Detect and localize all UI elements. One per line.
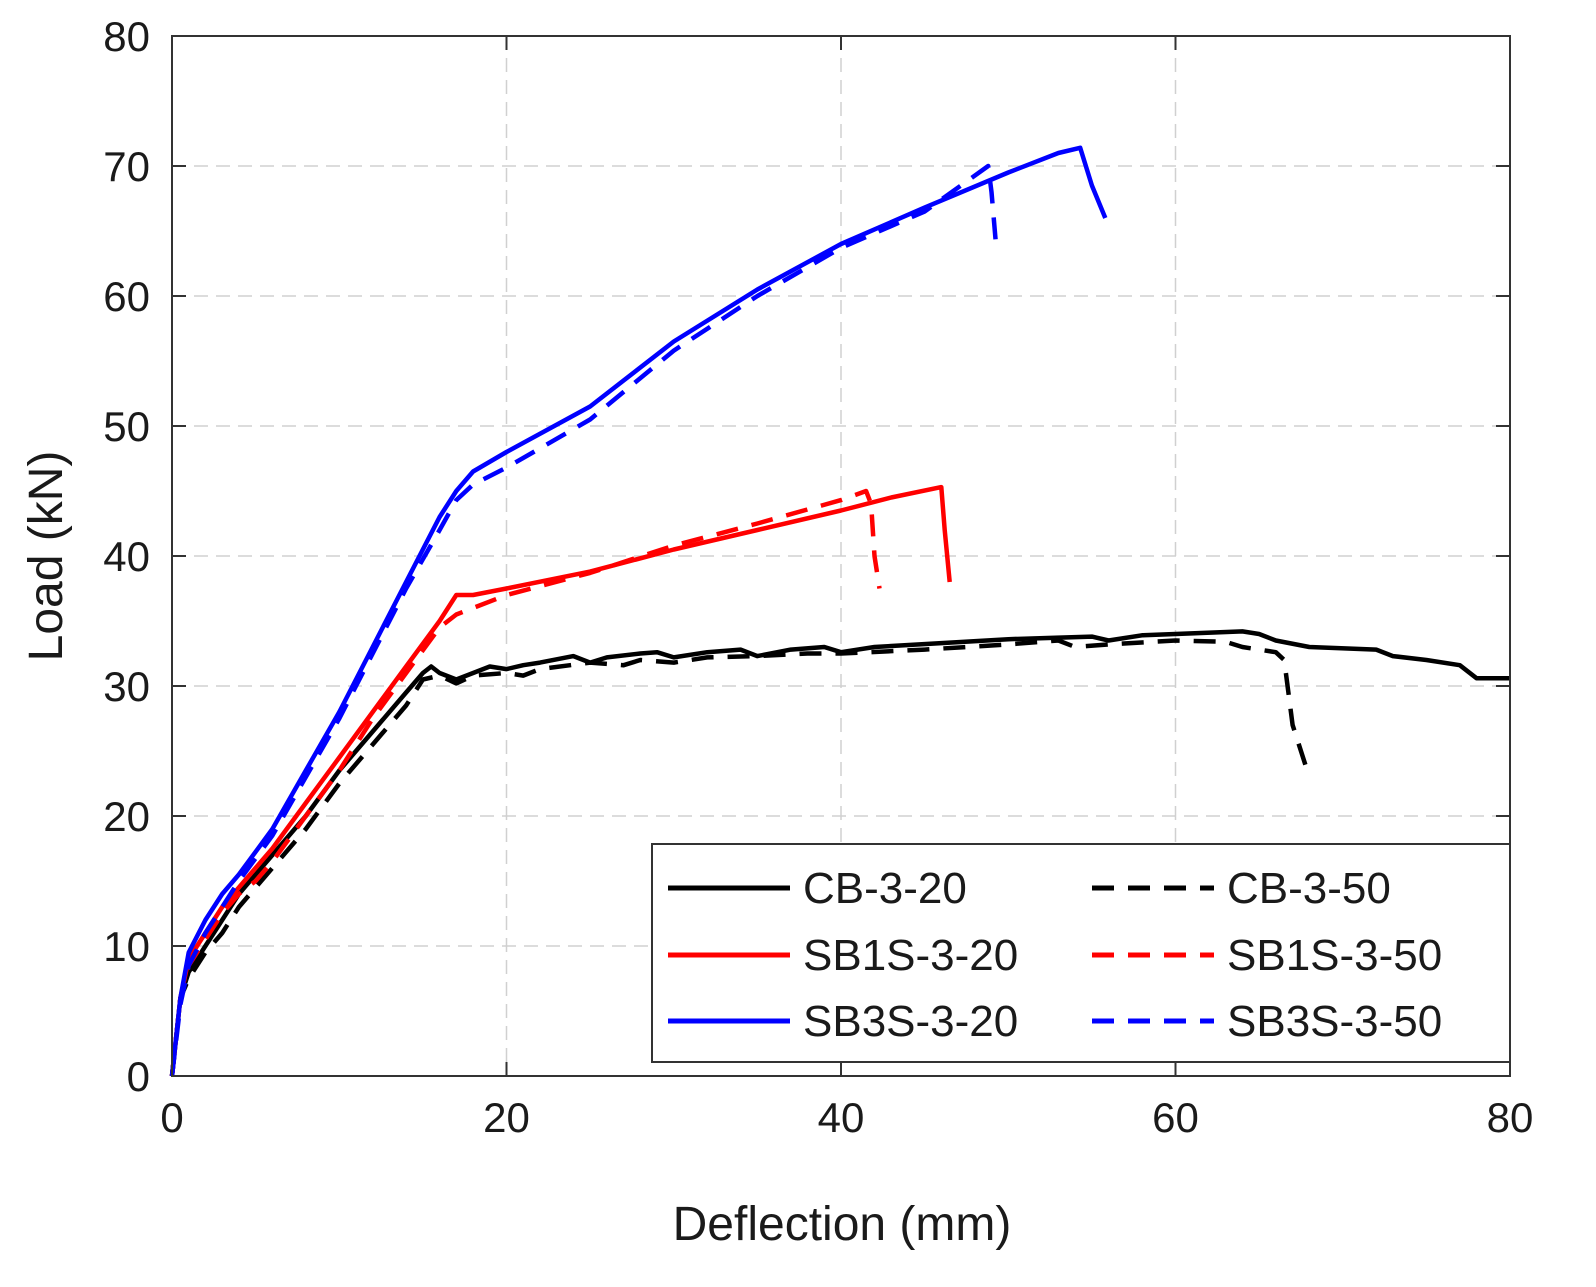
axis-ticks (171, 35, 1511, 1077)
y-tick-label: 80 (103, 13, 150, 60)
x-tick-label: 80 (1487, 1094, 1534, 1141)
x-tick-label: 0 (160, 1094, 183, 1141)
y-tick-label: 50 (103, 403, 150, 450)
legend-label-sb3s-3-20: SB3S-3-20 (803, 997, 1018, 1046)
y-tick-label: 30 (103, 663, 150, 710)
series-line-sb3s-3-50 (169, 163, 999, 1077)
y-tick-label: 20 (103, 793, 150, 840)
axis-tick-labels: 0 20 40 60 80 0 10 20 30 40 50 60 70 80 (103, 13, 1533, 1141)
y-axis-label: Load (kN) (20, 451, 73, 662)
x-axis-label: Deflection (mm) (673, 1198, 1012, 1251)
x-tick-label: 20 (483, 1094, 530, 1141)
legend-label-cb-3-50: CB-3-50 (1227, 864, 1391, 913)
legend-label-sb1s-3-20: SB1S-3-20 (803, 931, 1018, 980)
series-line-sb3s-3-20 (169, 145, 1108, 1077)
legend-box (651, 843, 1511, 1063)
legend-label-sb3s-3-50: SB3S-3-50 (1227, 997, 1442, 1046)
x-tick-label: 40 (818, 1094, 865, 1141)
legend-label-cb-3-20: CB-3-20 (803, 864, 967, 913)
y-tick-label: 10 (103, 923, 150, 970)
y-tick-label: 70 (103, 143, 150, 190)
series-line-sb1s-3-20 (169, 484, 952, 1077)
y-tick-label: 0 (127, 1053, 150, 1100)
series-line-cb-3-50 (169, 638, 1312, 1077)
y-tick-label: 40 (103, 533, 150, 580)
series-lines (169, 145, 1510, 1077)
x-tick-label: 60 (1152, 1094, 1199, 1141)
series-line-cb-3-20 (169, 629, 1510, 1077)
legend: CB-3-20 CB-3-50 SB1S-3-20 SB1S-3-50 SB3S… (651, 843, 1511, 1063)
legend-label-sb1s-3-50: SB1S-3-50 (1227, 931, 1442, 980)
y-tick-label: 60 (103, 273, 150, 320)
series-line-sb1s-3-50 (169, 488, 882, 1077)
